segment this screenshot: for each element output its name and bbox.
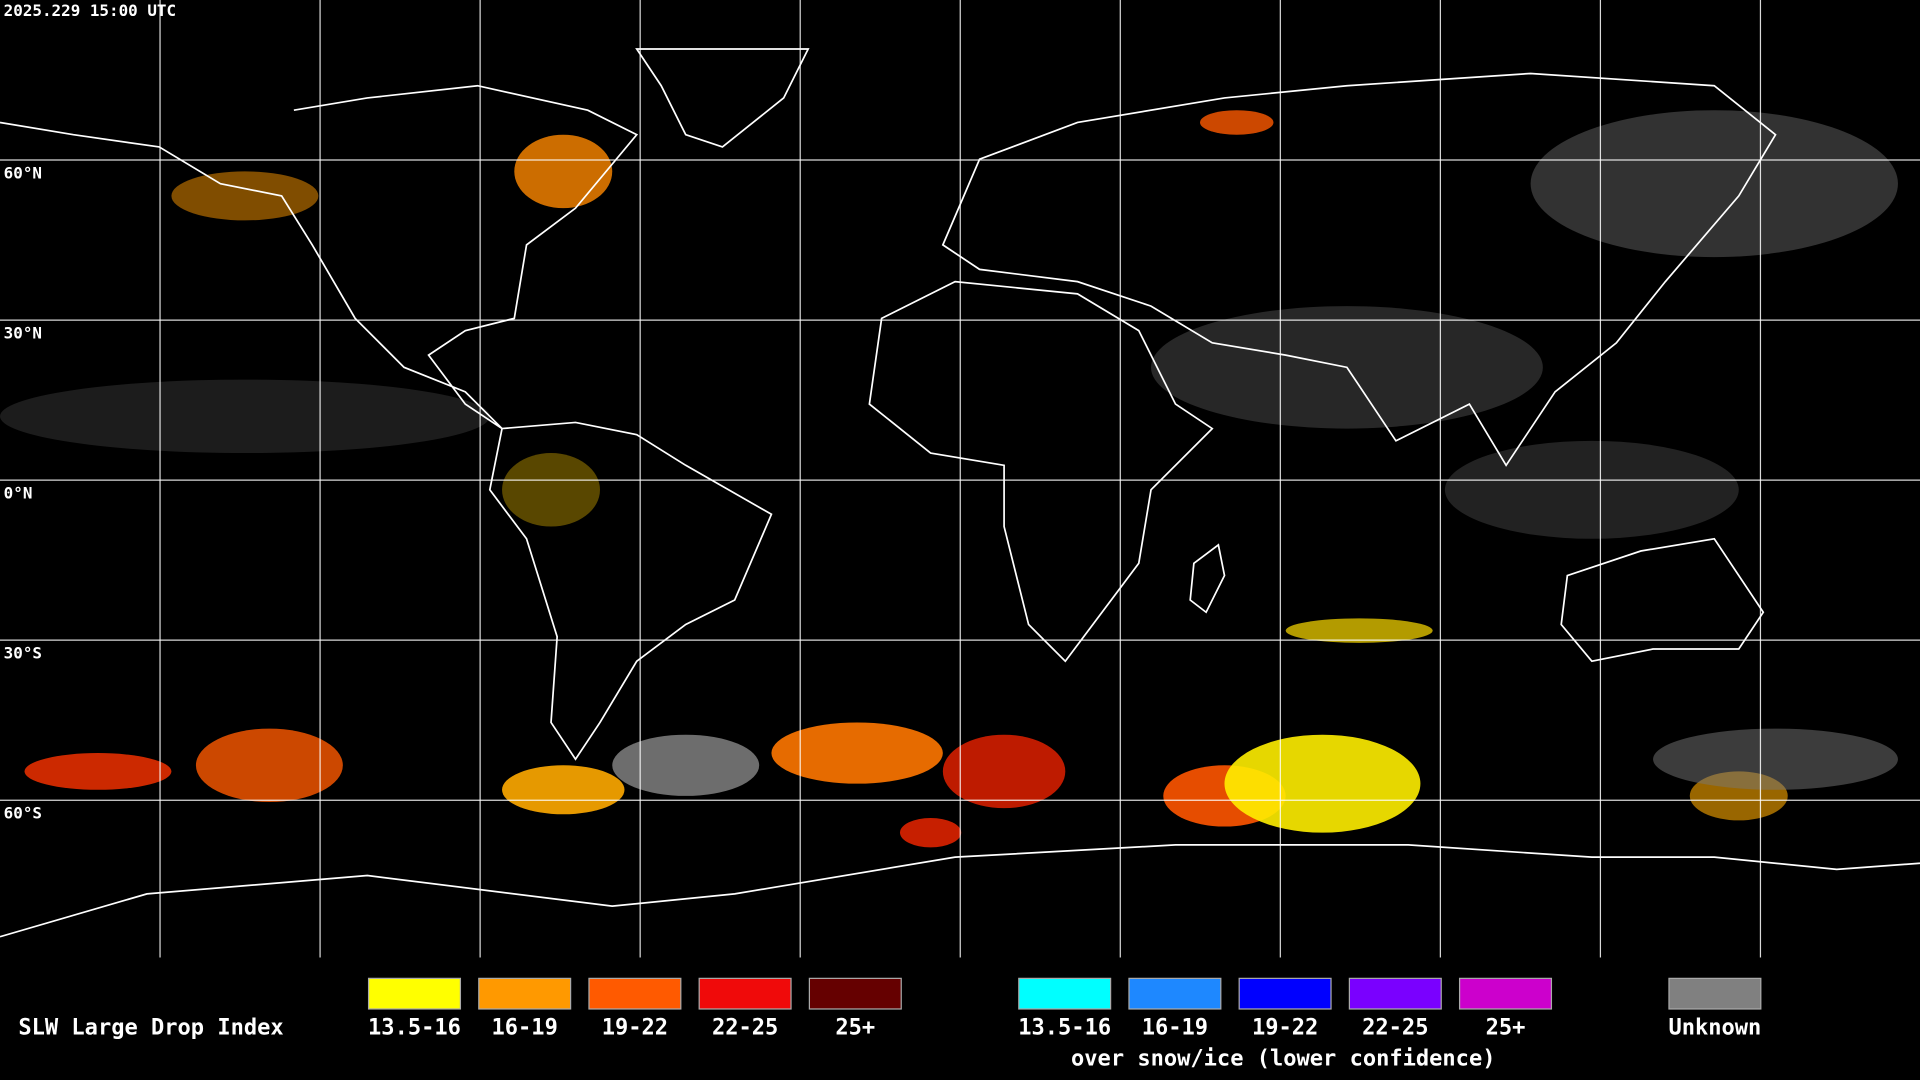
cloud-unknown bbox=[1444, 440, 1739, 539]
cloud-slw bbox=[1200, 110, 1274, 135]
cloud-slw bbox=[171, 171, 319, 221]
legend-label: 22-25 bbox=[1362, 1016, 1428, 1041]
cloud-slw bbox=[514, 134, 613, 209]
latitude-label: 60°S bbox=[4, 804, 42, 823]
legend-note: over snow/ice (lower confidence) bbox=[1071, 1046, 1495, 1071]
legend-label: 25+ bbox=[1486, 1016, 1526, 1041]
legend-swatch bbox=[698, 977, 792, 1010]
legend-swatch bbox=[588, 977, 682, 1010]
cloud-slw bbox=[942, 734, 1066, 809]
cloud-slw bbox=[195, 728, 343, 803]
latitude-label: 0°N bbox=[4, 483, 33, 502]
latitude-label: 30°N bbox=[4, 323, 42, 342]
cloud-unknown bbox=[612, 734, 760, 796]
cloud-slw bbox=[1285, 618, 1433, 643]
cloud-slw bbox=[1224, 734, 1421, 833]
coastline bbox=[941, 72, 1777, 467]
coastline bbox=[635, 48, 810, 148]
latitude-label: 60°N bbox=[4, 163, 42, 182]
legend-label: 22-25 bbox=[712, 1016, 778, 1041]
legend-label: 13.5-16 bbox=[368, 1016, 461, 1041]
legend-swatch bbox=[478, 977, 572, 1010]
latitude-labels: 60°N 30°N 0°N 30°S 60°S bbox=[4, 163, 42, 822]
legend: 13.5-16 16-19 19-22 22-25 25+ 13.5-16 16-19 19-… bbox=[367, 977, 1762, 1041]
cloud-field bbox=[0, 110, 1898, 848]
coastline bbox=[1189, 543, 1226, 614]
legend-swatch bbox=[1458, 977, 1553, 1010]
legend-label: 19-22 bbox=[1252, 1016, 1318, 1041]
legend-label: 19-22 bbox=[602, 1016, 668, 1041]
coastline bbox=[1560, 537, 1765, 663]
legend-swatch bbox=[1348, 977, 1442, 1010]
cloud-unknown bbox=[1653, 728, 1898, 790]
cloud-slw bbox=[502, 765, 625, 815]
legend-label: Unknown bbox=[1668, 1016, 1761, 1041]
coastline bbox=[868, 280, 1214, 663]
cloud-slw bbox=[900, 817, 962, 848]
graticule bbox=[0, 0, 1920, 958]
legend-label: 16-19 bbox=[1142, 1016, 1208, 1041]
coastline bbox=[0, 844, 1920, 938]
cloud-unknown bbox=[1530, 110, 1898, 258]
legend-swatch bbox=[1668, 977, 1762, 1010]
legend-label: 16-19 bbox=[492, 1016, 558, 1041]
coastlines bbox=[0, 48, 1920, 938]
cloud-unknown bbox=[0, 379, 490, 454]
legend-label: 13.5-16 bbox=[1018, 1016, 1111, 1041]
latitude-label: 30°S bbox=[4, 644, 42, 663]
cloud-slw bbox=[24, 753, 172, 790]
timestamp: 2025.229 15:00 UTC bbox=[4, 1, 176, 20]
cloud-slw bbox=[502, 453, 600, 527]
legend-panel bbox=[0, 957, 1920, 1080]
legend-swatch bbox=[1018, 977, 1112, 1010]
legend-swatch bbox=[808, 977, 902, 1010]
coastline bbox=[0, 84, 639, 430]
legend-swatch bbox=[367, 977, 462, 1010]
cloud-slw bbox=[771, 722, 943, 784]
coastline bbox=[488, 421, 773, 761]
legend-title: SLW Large Drop Index bbox=[18, 1016, 283, 1041]
legend-swatch bbox=[1128, 977, 1222, 1010]
legend-label: 25+ bbox=[835, 1016, 875, 1041]
legend-swatch bbox=[1238, 977, 1332, 1010]
